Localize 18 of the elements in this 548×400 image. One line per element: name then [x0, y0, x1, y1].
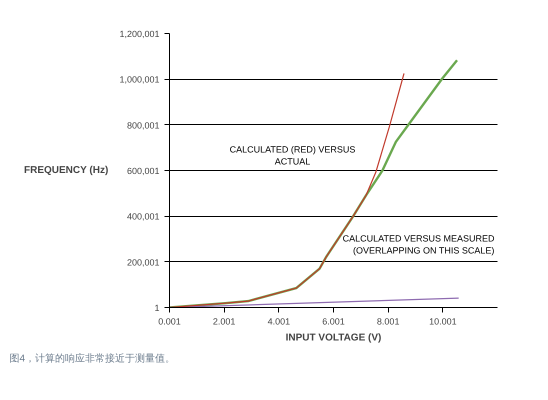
y-tick-label: 400,001	[126, 212, 160, 222]
x-tick-label: 6.001	[322, 316, 345, 326]
annotation: CALCULATED VERSUS MEASURED (OVERLAPPING ON THIS SCALE)	[342, 234, 495, 256]
x-tick-label: 8.001	[376, 316, 400, 326]
x-tick-label: 0.001	[158, 316, 181, 326]
annotation: CALCULATED (RED) VERSUS ACTUAL	[230, 144, 356, 166]
y-tick-label: 1,000,001	[119, 74, 160, 85]
y-tick-label: 1	[154, 303, 160, 313]
y-tick-label: 600,001	[126, 166, 160, 176]
x-axis-title: INPUT VOLTAGE (V)	[286, 332, 382, 344]
x-tick-label: 4.001	[268, 316, 290, 326]
x-tick-label: 2.001	[212, 316, 236, 326]
x-tick-label: 10.001	[429, 316, 457, 326]
caption: 图4，计算的响应非常接近于测量值。	[10, 352, 176, 364]
y-tick-label: 1,200,001	[119, 29, 160, 39]
y-tick-label: 200,001	[126, 257, 160, 268]
y-tick-label: 800,001	[126, 120, 160, 130]
y-axis-title: FREQUENCY (Hz)	[24, 165, 108, 176]
